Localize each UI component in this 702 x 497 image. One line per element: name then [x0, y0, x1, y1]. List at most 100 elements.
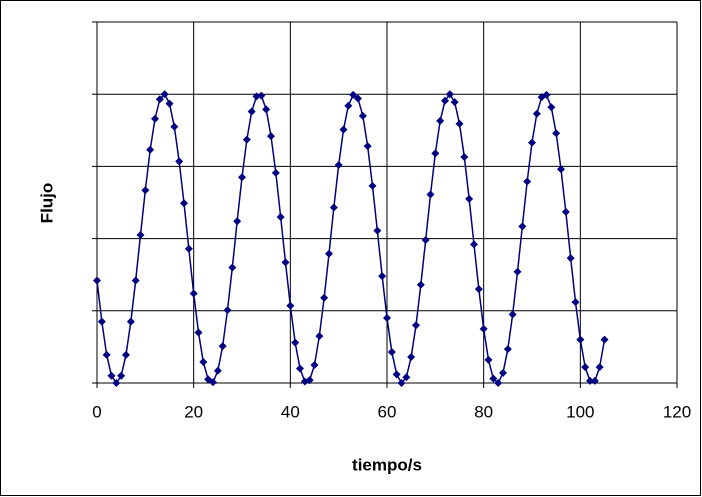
x-tick-label: 60	[378, 402, 397, 421]
data-point	[547, 103, 556, 112]
x-axis-title: tiempo/s	[352, 455, 422, 474]
data-point	[387, 347, 396, 356]
data-point	[445, 90, 454, 99]
data-point	[242, 135, 251, 144]
data-point	[557, 165, 565, 174]
data-point	[383, 314, 391, 323]
data-point	[281, 258, 290, 267]
data-point	[296, 364, 304, 373]
data-point	[499, 368, 507, 377]
data-point	[286, 301, 295, 310]
x-tick-label: 120	[663, 402, 691, 421]
data-point	[595, 363, 604, 372]
data-point	[194, 328, 203, 337]
data-point	[474, 285, 483, 294]
data-point	[184, 244, 193, 253]
data-point	[368, 181, 377, 190]
data-point	[213, 366, 222, 375]
data-point	[267, 132, 275, 141]
data-point	[175, 157, 184, 166]
data-point	[291, 338, 300, 347]
data-point	[465, 194, 474, 203]
data-point	[421, 236, 430, 245]
data-point	[523, 177, 532, 186]
data-point	[528, 138, 536, 147]
data-point	[209, 378, 217, 387]
data-point	[325, 249, 333, 258]
data-point	[489, 374, 498, 383]
data-point	[407, 353, 416, 362]
series-line	[96, 92, 606, 385]
data-point	[402, 373, 411, 382]
data-point	[305, 376, 314, 385]
data-point	[581, 363, 590, 372]
data-point	[257, 91, 266, 100]
x-tick-label: 20	[184, 402, 203, 421]
x-tick-label: 0	[92, 402, 101, 421]
data-point	[479, 324, 488, 333]
data-point	[233, 217, 242, 226]
data-point	[334, 160, 343, 169]
data-point	[542, 90, 551, 99]
data-point	[247, 107, 256, 116]
data-point	[552, 129, 561, 138]
data-point	[600, 335, 609, 344]
data-point	[218, 342, 227, 351]
x-tick-label: 40	[281, 402, 300, 421]
data-point	[271, 168, 280, 177]
data-point	[102, 350, 111, 359]
data-point	[349, 90, 358, 99]
data-point	[494, 379, 503, 387]
x-tick-label: 100	[566, 402, 594, 421]
data-point	[107, 371, 116, 380]
data-point	[416, 280, 425, 289]
data-point	[508, 310, 517, 319]
data-point	[378, 272, 387, 281]
data-point	[426, 190, 435, 199]
data-point	[310, 360, 319, 369]
data-point	[117, 371, 126, 380]
data-point	[252, 92, 261, 101]
data-point	[571, 298, 580, 307]
data-point	[436, 116, 445, 125]
data-point	[339, 125, 348, 134]
x-tick-label: 80	[474, 402, 493, 421]
data-point	[223, 306, 232, 315]
data-point	[315, 332, 324, 341]
data-point	[344, 101, 353, 110]
data-point	[412, 321, 420, 330]
data-point	[397, 379, 406, 387]
data-point	[276, 212, 285, 221]
data-point	[470, 240, 478, 249]
data-point	[561, 207, 570, 216]
data-point	[441, 96, 449, 105]
data-point	[170, 122, 179, 131]
data-point	[97, 317, 106, 326]
data-point	[373, 226, 382, 235]
data-point	[155, 95, 164, 104]
data-point	[503, 345, 512, 354]
data-point	[354, 94, 362, 103]
data-point	[126, 317, 135, 326]
data-point	[358, 111, 367, 120]
data-point	[460, 153, 469, 162]
data-point	[151, 114, 159, 123]
data-point	[329, 203, 338, 212]
data-point	[131, 276, 140, 285]
data-point	[532, 109, 541, 118]
data-point	[450, 98, 459, 107]
data-point	[160, 90, 169, 99]
data-point	[262, 105, 271, 114]
data-point	[112, 379, 121, 387]
data-point	[146, 145, 155, 154]
data-point	[238, 173, 246, 182]
data-point	[141, 186, 150, 195]
data-point	[513, 267, 522, 276]
data-point	[93, 276, 101, 285]
data-point	[165, 99, 174, 108]
data-point	[320, 293, 329, 302]
data-point	[392, 370, 401, 379]
data-point	[122, 350, 130, 359]
